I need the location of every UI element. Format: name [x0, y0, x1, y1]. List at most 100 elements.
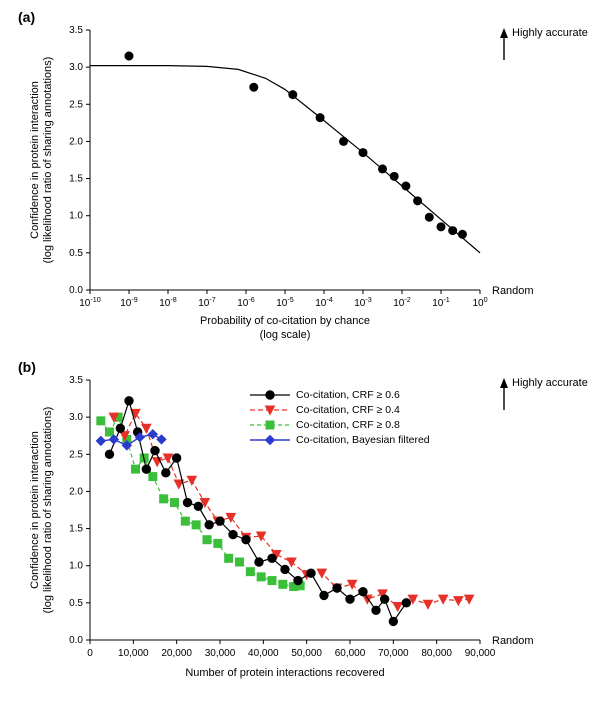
marker-circle-icon [268, 554, 276, 562]
marker-circle-icon [372, 606, 380, 614]
marker-diamond-icon [96, 436, 105, 445]
xtick-label-b: 0 [87, 648, 93, 659]
marker-circle-icon [242, 536, 250, 544]
label-highly-accurate-b: Highly accurate [512, 377, 588, 389]
legend-label: Co-citation, CRF ≥ 0.8 [296, 419, 400, 431]
ytick-label-b: 3.0 [69, 412, 83, 423]
marker-square-icon [106, 428, 114, 436]
ytick-label-a: 0.0 [69, 285, 83, 296]
data-point-a [339, 137, 348, 146]
legend-label: Co-citation, CRF ≥ 0.4 [296, 404, 400, 416]
xtick-label-b: 30,000 [205, 648, 236, 659]
xtick-label-a: 10-5 [276, 295, 294, 310]
marker-circle-icon [105, 450, 113, 458]
marker-circle-icon [116, 424, 124, 432]
arrow-head-icon [500, 28, 508, 38]
ytick-label-b: 3.5 [69, 375, 83, 386]
panel-label-a: (a) [18, 9, 35, 25]
xtick-label-b: 80,000 [421, 648, 452, 659]
marker-square-icon [181, 517, 189, 525]
ytick-label-a: 1.0 [69, 211, 83, 222]
data-point-a [359, 148, 368, 157]
marker-circle-icon [162, 469, 170, 477]
legend-label: Co-citation, Bayesian filtered [296, 434, 430, 446]
data-point-a [448, 226, 457, 235]
marker-triangle-down-icon [439, 595, 448, 604]
data-point-a [378, 164, 387, 173]
ylabel-b: Confidence in protein interaction(log li… [29, 407, 54, 614]
marker-circle-icon [151, 446, 159, 454]
data-point-a [288, 90, 297, 99]
marker-circle-icon [216, 517, 224, 525]
marker-triangle-down-icon [142, 424, 151, 433]
marker-square-icon [203, 536, 211, 544]
marker-circle-icon [183, 498, 191, 506]
data-point-a [125, 52, 134, 61]
marker-circle-icon [142, 465, 150, 473]
marker-square-icon [132, 465, 140, 473]
xtick-label-b: 60,000 [335, 648, 366, 659]
marker-square-icon [214, 539, 222, 547]
marker-circle-icon [172, 454, 180, 462]
ytick-label-b: 0.5 [69, 598, 83, 609]
ytick-label-b: 0.0 [69, 635, 83, 646]
data-point-a [437, 222, 446, 231]
xtick-label-a: 10-6 [237, 295, 255, 310]
data-point-a [249, 83, 258, 92]
xlabel-a-sub: (log scale) [260, 329, 311, 341]
ytick-label-b: 1.5 [69, 524, 83, 535]
marker-square-icon [268, 577, 276, 585]
ytick-label-b: 1.0 [69, 561, 83, 572]
xtick-label-a: 10-7 [198, 295, 216, 310]
data-point-a [413, 196, 422, 205]
label-random-a: Random [492, 285, 534, 297]
fit-line-a [90, 66, 480, 253]
ytick-label-b: 2.0 [69, 486, 83, 497]
marker-circle-icon [229, 530, 237, 538]
figure: (a)0.00.51.01.52.02.53.03.510-1010-910-8… [0, 0, 600, 716]
ylabel-a: Confidence in protein interaction(log li… [29, 57, 54, 264]
data-point-a [425, 213, 434, 222]
xtick-label-a: 10-1 [432, 295, 450, 310]
marker-triangle-down-icon [424, 600, 433, 609]
xtick-label-a: 10-3 [354, 295, 372, 310]
ytick-label-a: 0.5 [69, 248, 83, 259]
xtick-label-b: 70,000 [378, 648, 409, 659]
data-point-a [401, 182, 410, 191]
panel-label-b: (b) [18, 359, 36, 375]
xlabel-b: Number of protein interactions recovered [185, 667, 384, 679]
marker-diamond-icon [266, 436, 275, 445]
marker-circle-icon [125, 397, 133, 405]
marker-circle-icon [266, 391, 274, 399]
xlabel-a: Probability of co-citation by chance [200, 315, 370, 327]
xtick-label-b: 10,000 [118, 648, 149, 659]
marker-square-icon [149, 473, 157, 481]
marker-triangle-down-icon [454, 597, 463, 606]
xtick-label-b: 40,000 [248, 648, 279, 659]
marker-circle-icon [359, 588, 367, 596]
marker-square-icon [279, 580, 287, 588]
marker-circle-icon [346, 595, 354, 603]
marker-circle-icon [402, 599, 410, 607]
marker-square-icon [192, 521, 200, 529]
marker-circle-icon [281, 565, 289, 573]
marker-circle-icon [389, 617, 397, 625]
marker-circle-icon [294, 576, 302, 584]
marker-circle-icon [205, 521, 213, 529]
marker-circle-icon [380, 595, 388, 603]
xtick-label-b: 50,000 [291, 648, 322, 659]
marker-square-icon [225, 554, 233, 562]
data-point-a [390, 172, 399, 181]
marker-diamond-icon [157, 435, 166, 444]
marker-circle-icon [320, 591, 328, 599]
xtick-label-b: 20,000 [161, 648, 192, 659]
ytick-label-b: 2.5 [69, 449, 83, 460]
marker-square-icon [171, 499, 179, 507]
label-highly-accurate-a: Highly accurate [512, 27, 588, 39]
marker-circle-icon [307, 569, 315, 577]
marker-circle-icon [333, 584, 341, 592]
xtick-label-b: 90,000 [465, 648, 496, 659]
marker-square-icon [257, 573, 265, 581]
marker-circle-icon [255, 558, 263, 566]
arrow-head-icon [500, 378, 508, 388]
